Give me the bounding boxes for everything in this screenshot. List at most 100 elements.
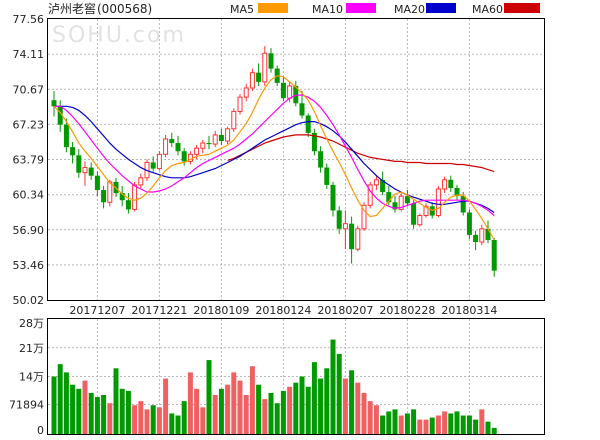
volume-bar bbox=[88, 392, 94, 434]
candle-body-up bbox=[231, 110, 237, 130]
legend-label-ma5: MA5 bbox=[230, 3, 254, 16]
volume-bar bbox=[70, 384, 76, 434]
volume-bar bbox=[311, 362, 317, 434]
volume-bar bbox=[113, 368, 119, 434]
volume-bar bbox=[249, 366, 255, 434]
volume-bar bbox=[473, 419, 479, 434]
candle-body-down bbox=[318, 151, 324, 168]
price-tick-label: 56.90 bbox=[13, 224, 45, 237]
candle-body-down bbox=[392, 202, 398, 210]
volume-bar bbox=[404, 413, 410, 434]
candle-body-down bbox=[411, 203, 417, 225]
moving-average-lines bbox=[53, 75, 495, 241]
volume-bar bbox=[200, 407, 206, 434]
candle-body-up bbox=[355, 228, 361, 250]
candle-body-up bbox=[138, 177, 144, 186]
volume-bar bbox=[417, 419, 423, 434]
price-tick-label: 67.23 bbox=[13, 118, 45, 131]
candle-body-down bbox=[448, 179, 454, 188]
date-tick-label: 20171221 bbox=[131, 304, 187, 317]
stock-name: 泸州老窖 bbox=[48, 1, 96, 16]
candle-body-down bbox=[88, 167, 94, 176]
stock-code: (000568) bbox=[97, 2, 152, 16]
candle-body-up bbox=[479, 228, 485, 243]
volume-bar bbox=[94, 397, 100, 434]
legend-swatch-ma10 bbox=[346, 3, 376, 13]
candle-body-up bbox=[243, 87, 249, 98]
candle-body-down bbox=[324, 167, 330, 185]
price-tick-label: 60.34 bbox=[13, 189, 45, 202]
volume-bar bbox=[231, 372, 237, 434]
volume-tick-label: 14万 bbox=[19, 371, 44, 384]
volume-bar bbox=[187, 372, 193, 434]
candlesticks bbox=[51, 46, 497, 277]
volume-bar bbox=[163, 378, 169, 434]
volume-bar bbox=[63, 372, 69, 434]
volume-bar bbox=[181, 401, 187, 434]
candle-body-up bbox=[82, 167, 88, 174]
legend-swatch-ma60 bbox=[504, 3, 540, 13]
candle-body-up bbox=[287, 85, 293, 99]
volume-bar bbox=[76, 388, 82, 434]
volume-bar bbox=[479, 409, 485, 434]
candle-body-down bbox=[268, 53, 274, 69]
candle-body-up bbox=[107, 181, 113, 203]
volume-bar bbox=[330, 339, 336, 434]
price-tick-label: 50.02 bbox=[13, 294, 45, 307]
candle-body-down bbox=[473, 234, 479, 243]
date-tick-label: 20180124 bbox=[255, 304, 311, 317]
price-tick-label: 77.56 bbox=[13, 13, 45, 26]
ma20-line bbox=[54, 105, 495, 214]
volume-bar bbox=[429, 417, 435, 434]
price-tick-label: 63.79 bbox=[13, 154, 45, 167]
volume-bar bbox=[293, 382, 299, 434]
candle-body-down bbox=[101, 190, 107, 203]
candle-body-down bbox=[206, 143, 212, 145]
candle-body-up bbox=[442, 179, 448, 190]
candle-body-down bbox=[491, 240, 497, 271]
volume-bar bbox=[119, 388, 125, 434]
candle-body-down bbox=[349, 223, 355, 250]
candle-body-down bbox=[460, 196, 466, 213]
candle-body-down bbox=[454, 187, 460, 197]
volume-bar bbox=[256, 384, 262, 434]
candle-body-down bbox=[125, 200, 131, 210]
price-tick-label: 74.11 bbox=[13, 48, 45, 61]
volume-bar bbox=[305, 386, 311, 434]
price-tick-label: 70.67 bbox=[13, 83, 45, 96]
date-axis-labels: 20171207 20171221 20180109 20180124 20180207… bbox=[69, 304, 497, 317]
volume-bar bbox=[274, 403, 280, 434]
candle-body-up bbox=[225, 128, 231, 142]
volume-bar bbox=[435, 415, 441, 434]
date-tick-label: 20180207 bbox=[317, 304, 373, 317]
volume-bar bbox=[212, 394, 218, 434]
volume-bar bbox=[280, 390, 286, 434]
volume-bar bbox=[392, 409, 398, 434]
volume-axis-labels: 28万 21万 14万 71894 0 bbox=[9, 317, 44, 437]
candle-body-up bbox=[361, 204, 367, 230]
volume-bar bbox=[206, 360, 212, 434]
volume-bar bbox=[138, 401, 144, 434]
volume-bar bbox=[485, 421, 491, 434]
candle-body-down bbox=[280, 82, 286, 99]
volume-bar bbox=[225, 384, 231, 434]
volume-bar bbox=[442, 411, 448, 434]
volume-bar bbox=[454, 411, 460, 434]
candle-body-down bbox=[76, 155, 82, 173]
candle-body-down bbox=[466, 212, 472, 235]
volume-bar bbox=[491, 427, 497, 434]
volume-bar bbox=[107, 403, 113, 434]
candle-body-up bbox=[237, 96, 243, 112]
volume-bar bbox=[82, 380, 88, 434]
candle-body-up bbox=[262, 52, 268, 83]
volume-bar bbox=[287, 386, 293, 434]
candle-body-down bbox=[70, 147, 76, 156]
volume-bar bbox=[380, 415, 386, 434]
volume-bar bbox=[237, 380, 243, 434]
volume-bar bbox=[423, 419, 429, 434]
candle-body-up bbox=[163, 138, 169, 155]
candle-body-up bbox=[156, 153, 162, 170]
ma10-line bbox=[54, 94, 495, 216]
candle-body-up bbox=[249, 72, 255, 89]
